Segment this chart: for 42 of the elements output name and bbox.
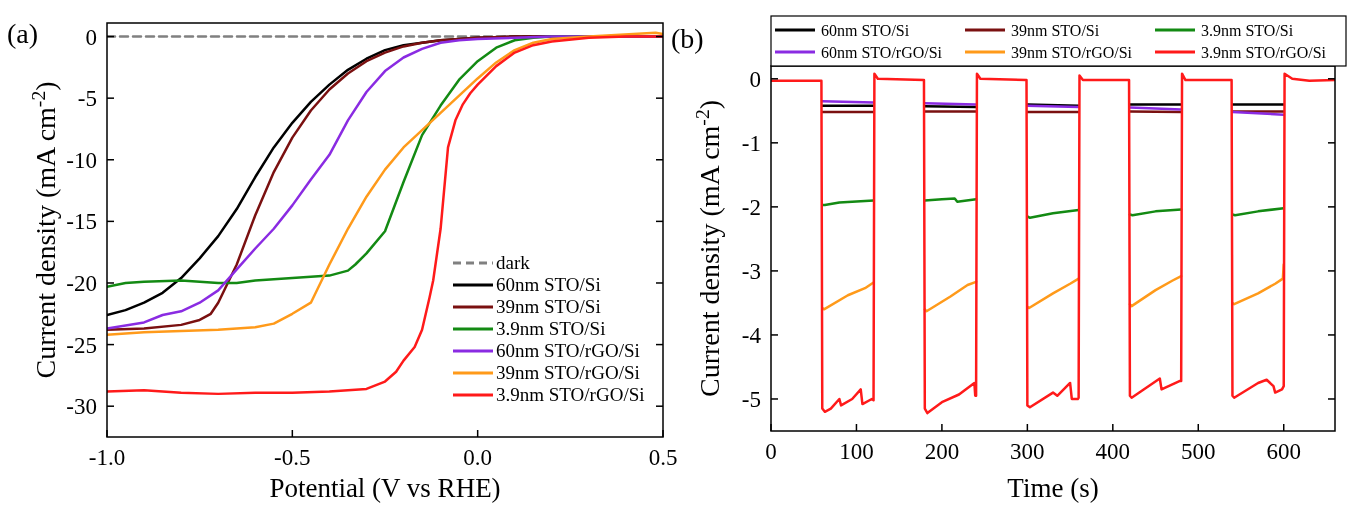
x-tick-label: 0.0 — [463, 445, 493, 470]
x-axis-title: Potential (V vs RHE) — [269, 473, 501, 503]
legend-label: 3.9nm STO/rGO/Si — [1201, 44, 1327, 61]
legend-label: 3.9nm STO/Si — [1201, 22, 1294, 39]
line-series — [771, 72, 1335, 415]
y-tick-label: -4 — [741, 322, 762, 348]
legend-label: 60nm STO/Si — [496, 274, 601, 295]
y-tick-label: -25 — [66, 332, 97, 358]
y-tick-label: -1 — [741, 130, 761, 156]
legend-label: 39nm STO/Si — [496, 296, 601, 317]
legend-label: 39nm STO/rGO/Si — [1011, 44, 1133, 61]
chart-title: (b) — [671, 23, 704, 54]
x-tick-label: -1.0 — [88, 445, 126, 470]
x-tick-label: 200 — [924, 439, 960, 464]
x-tick-label: 500 — [1181, 439, 1216, 464]
x-tick-label: 600 — [1266, 439, 1301, 464]
x-tick-label: 300 — [1010, 439, 1045, 464]
y-tick-label: 0 — [85, 24, 97, 50]
legend-label: 39nm STO/Si — [1011, 22, 1100, 39]
legend-label: 60nm STO/rGO/Si — [821, 44, 943, 61]
x-tick-label: 400 — [1095, 439, 1131, 464]
y-tick-label: -20 — [66, 270, 97, 296]
y-tick-label: -30 — [66, 394, 97, 420]
y-tick-label: -15 — [66, 209, 97, 235]
x-tick-label: -0.5 — [274, 445, 311, 470]
legend-label: dark — [496, 252, 531, 273]
x-tick-label: 0 — [765, 439, 777, 464]
legend-label: 60nm STO/rGO/Si — [496, 340, 640, 361]
y-tick-label: -5 — [741, 386, 761, 412]
y-tick-label: -3 — [741, 258, 761, 284]
legend-label: 3.9nm STO/Si — [496, 318, 606, 339]
legend-label: 39nm STO/rGO/Si — [496, 362, 640, 383]
x-tick-label: 100 — [839, 439, 874, 464]
legend-label: 60nm STO/Si — [821, 22, 910, 39]
legend-label: 3.9nm STO/rGO/Si — [496, 384, 645, 405]
x-axis-title: Time (s) — [1007, 473, 1099, 503]
y-tick-label: -2 — [741, 194, 761, 220]
chart-title: (a) — [7, 18, 39, 49]
x-tick-label: 0.5 — [648, 445, 678, 470]
y-tick-label: -5 — [77, 86, 97, 112]
y-tick-label: -10 — [66, 147, 97, 173]
y-tick-label: 0 — [749, 66, 761, 92]
